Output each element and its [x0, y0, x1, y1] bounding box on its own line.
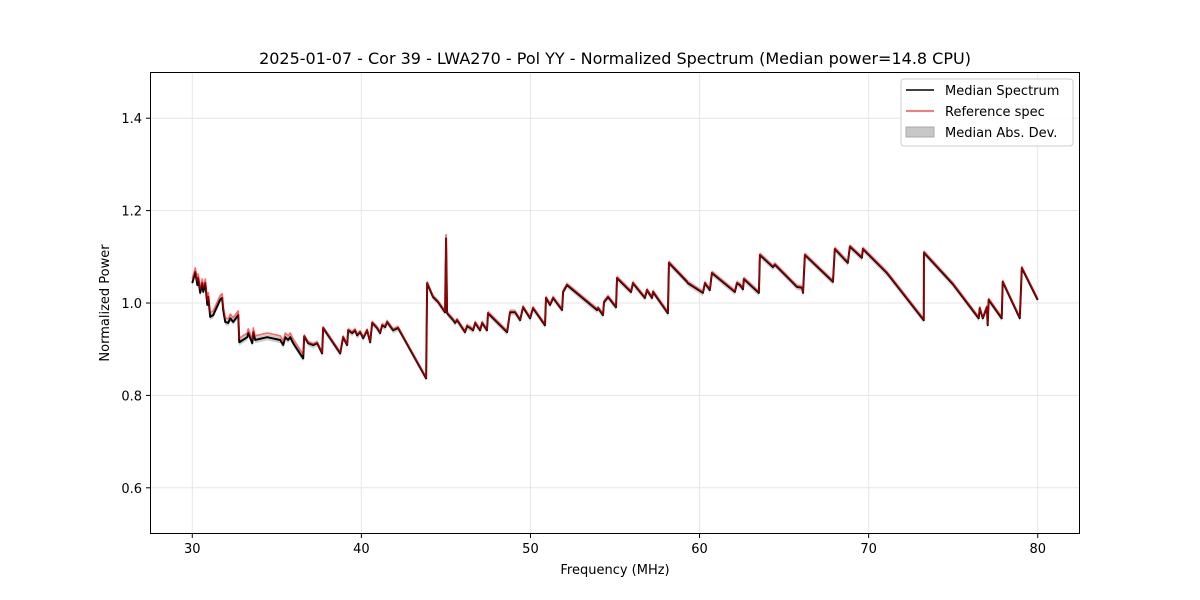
- x-tick-label: 50: [522, 542, 539, 557]
- y-tick-label: 1.0: [121, 297, 142, 312]
- x-tick-label: 40: [353, 542, 370, 557]
- legend-mad-swatch: [905, 126, 935, 138]
- series-layer: [191, 233, 1039, 382]
- legend-box: [900, 78, 1074, 147]
- x-tick-label: 80: [1029, 542, 1046, 557]
- legend-reference-label: Reference spec: [945, 105, 1045, 120]
- y-tick-label: 0.8: [121, 389, 142, 404]
- y-tick-label: 0.6: [121, 482, 142, 497]
- ticks: 30 40 50 60 70 80 0.6 0.8 1.0 1.2 1.4: [121, 112, 1046, 557]
- legend: Median Spectrum Reference spec Median Ab…: [900, 78, 1074, 147]
- y-tick-label: 1.2: [121, 205, 142, 220]
- x-tick-label: 30: [184, 542, 201, 557]
- x-axis-label: Frequency (MHz): [560, 563, 669, 578]
- y-tick-label: 1.4: [121, 112, 142, 127]
- axes-frame: [150, 72, 1080, 534]
- chart-title: 2025-01-07 - Cor 39 - LWA270 - Pol YY - …: [259, 49, 971, 68]
- legend-median-label: Median Spectrum: [945, 84, 1059, 99]
- legend-mad-label: Median Abs. Dev.: [945, 126, 1057, 141]
- reference-spectrum-line: [191, 233, 1039, 379]
- x-tick-label: 70: [860, 542, 877, 557]
- y-axis-label: Normalized Power: [98, 244, 113, 362]
- x-tick-label: 60: [691, 542, 708, 557]
- mad-band: [192, 235, 1038, 382]
